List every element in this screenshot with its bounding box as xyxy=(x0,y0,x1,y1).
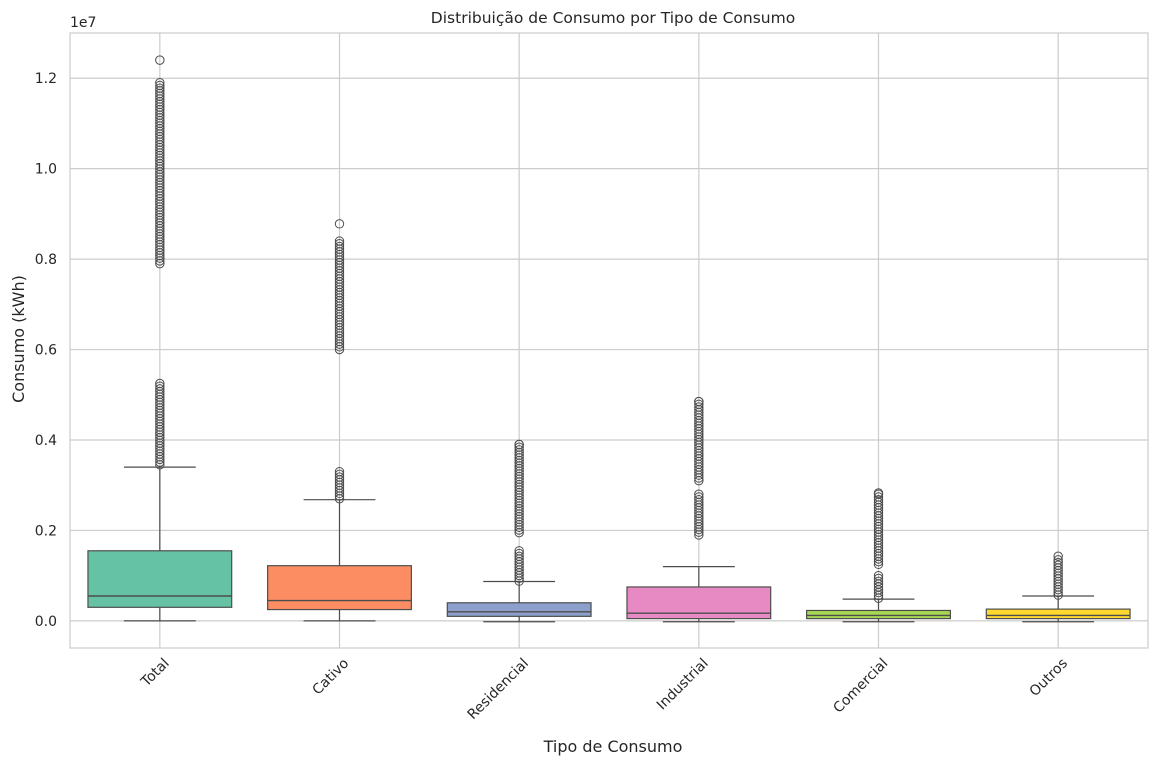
outlier-point xyxy=(514,546,524,556)
box-body xyxy=(806,609,951,620)
outlier-point xyxy=(694,494,704,505)
outlier-point xyxy=(873,492,884,502)
outlier-point xyxy=(873,570,884,581)
chart-title: Distribuição de Consumo por Tipo de Cons… xyxy=(431,9,795,27)
outlier-point xyxy=(334,469,345,480)
y-axis-label: Consumo (kWh) xyxy=(9,275,28,403)
outlier-point xyxy=(1053,551,1063,561)
box-body xyxy=(446,602,592,617)
box-industrial xyxy=(626,396,772,623)
outlier-point xyxy=(1053,560,1063,570)
outlier-point xyxy=(155,378,165,389)
outlier-point xyxy=(1053,557,1063,568)
y-tick-label: 0.8 xyxy=(35,252,57,268)
outlier-point xyxy=(514,439,524,450)
outlier-point xyxy=(334,219,345,229)
y-tick-label: 0.4 xyxy=(35,433,57,449)
outlier-point xyxy=(514,442,524,452)
outlier-point xyxy=(334,472,345,482)
y-tick-label: 1.2 xyxy=(35,71,57,87)
y-tick-label: 0.6 xyxy=(35,343,57,359)
outlier-point xyxy=(514,551,524,561)
outlier-point xyxy=(334,241,345,252)
x-axis-label: Tipo de Consumo xyxy=(543,737,683,756)
outlier-point xyxy=(694,396,704,407)
grid-layer xyxy=(70,33,1148,648)
outlier-point xyxy=(334,239,345,249)
box-layer xyxy=(87,55,1131,623)
y-tick-label: 1.0 xyxy=(35,162,57,178)
outlier-point xyxy=(694,492,704,502)
box-total xyxy=(87,55,233,622)
outlier-point xyxy=(694,399,704,409)
box-residencial xyxy=(446,439,592,623)
box-outros xyxy=(985,551,1131,623)
outlier-point xyxy=(694,402,704,412)
outlier-point xyxy=(873,488,884,498)
outlier-point xyxy=(1053,555,1063,565)
y-offset-label: 1e7 xyxy=(70,15,96,31)
box-body xyxy=(87,550,233,608)
outlier-point xyxy=(155,384,165,394)
outlier-point xyxy=(155,83,165,93)
box-body xyxy=(985,608,1131,620)
box-cativo xyxy=(267,219,412,622)
outlier-point xyxy=(694,489,704,499)
box-comercial xyxy=(806,488,951,623)
outlier-point xyxy=(514,445,524,455)
y-tick-label: 0.0 xyxy=(35,614,57,630)
outlier-point xyxy=(873,573,884,584)
y-tick-label: 0.2 xyxy=(35,523,57,539)
outlier-point xyxy=(334,466,345,477)
outlier-point xyxy=(873,576,884,586)
box-body xyxy=(267,565,412,611)
outlier-point xyxy=(334,236,345,246)
outlier-point xyxy=(514,548,524,559)
outlier-point xyxy=(155,78,165,88)
outlier-point xyxy=(155,80,165,91)
outlier-point xyxy=(873,494,884,505)
plot-frame xyxy=(69,32,1149,649)
outlier-point xyxy=(155,55,165,65)
outlier-point xyxy=(155,381,165,391)
